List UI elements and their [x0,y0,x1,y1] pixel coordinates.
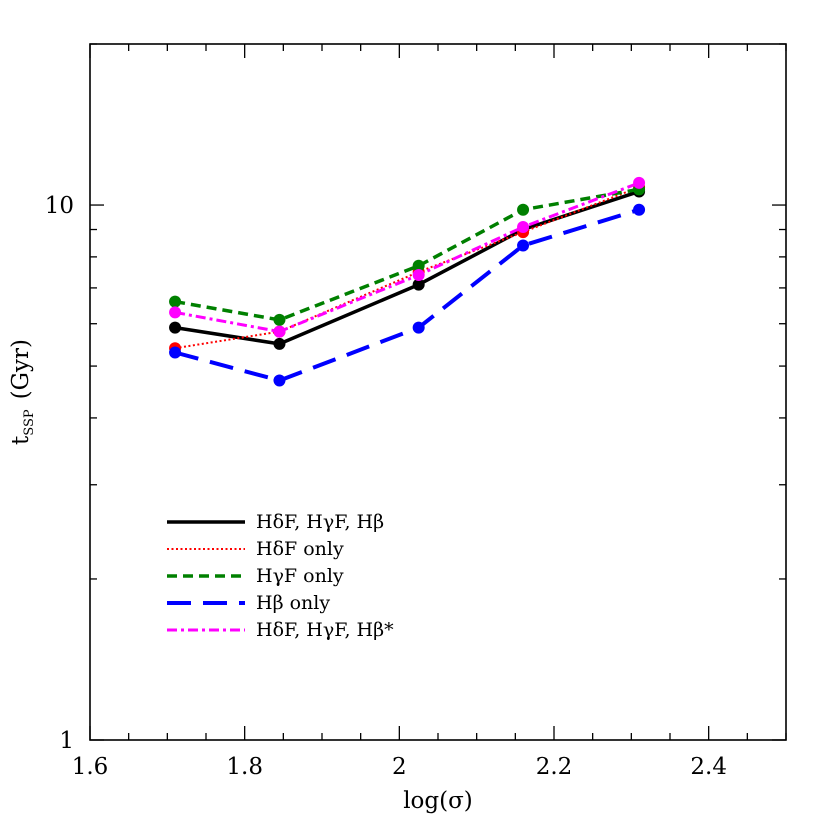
data-point [633,203,646,216]
data-point [517,203,530,216]
data-point [633,176,646,189]
series-5 [169,176,646,338]
series-4 [169,203,646,387]
y-axis-title: tSSP (Gyr) [8,339,37,445]
data-point [169,306,182,319]
tick-labels: 1.6 1.8 2 2.2 2.4 1 10 [45,193,727,780]
data-point [273,313,286,326]
y-axis-title-main: t [8,435,34,445]
y-tick-label: 1 [59,728,74,754]
legend-label: HδF, HγF, Hβ [256,511,384,533]
data-point [412,321,425,334]
legend-label: HδF, HγF, Hβ* [256,619,394,641]
legend-label: HδF only [256,538,344,560]
series-line [174,207,640,383]
plot-frame [89,43,787,741]
series-3 [169,183,646,326]
series-line [174,187,640,322]
data-point [412,259,425,272]
data-point [412,278,425,291]
series-line [174,181,640,334]
data-point [169,295,182,308]
y-axis-title-unit: (Gyr) [8,339,34,399]
data-point [273,337,286,350]
x-tick-label: 1.6 [72,754,109,780]
x-tick-label: 2.2 [536,754,573,780]
x-tick-label: 2.4 [690,754,727,780]
axis-ticks [89,43,787,741]
x-tick-label: 1.8 [226,754,263,780]
data-point [273,374,286,387]
data-point [517,220,530,233]
data-point [169,346,182,359]
data-point [169,321,182,334]
y-axis-title-sub: SSP [22,409,37,436]
x-axis-title: log(σ) [403,788,473,814]
x-tick-label: 2 [392,754,407,780]
data-point [412,268,425,281]
series-layer [169,176,646,387]
data-point [517,239,530,252]
legend: HδF, HγF, Hβ HδF only HγF only Hβ only HδF, … [167,511,394,641]
data-point [273,325,286,338]
legend-label: HγF only [256,565,344,587]
legend-label: Hβ only [256,592,330,614]
y-tick-label: 10 [45,193,74,219]
